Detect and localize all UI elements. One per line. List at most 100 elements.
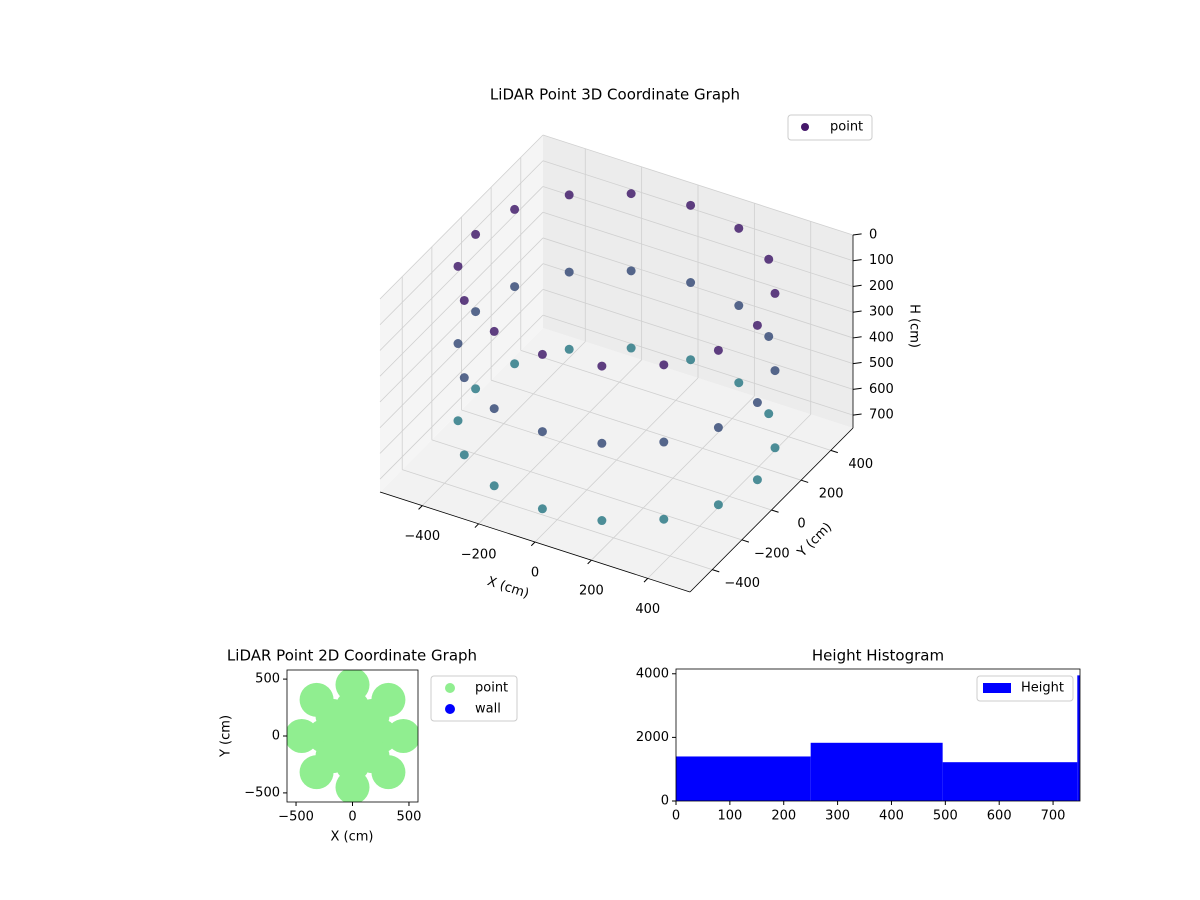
point [734, 378, 744, 388]
tick-mark [474, 523, 479, 528]
grid-line [379, 237, 544, 403]
grid-line [542, 263, 854, 365]
bar [676, 756, 811, 801]
x-tick-label: 200 [771, 809, 796, 824]
y-tick-label: 4000 [636, 666, 669, 681]
point [564, 344, 574, 354]
legend-marker [983, 683, 1011, 693]
point [510, 282, 520, 292]
point [287, 719, 319, 753]
tick-mark [643, 578, 649, 583]
grid-line [542, 314, 854, 416]
x-tick-label: −500 [278, 810, 314, 825]
z-tick-label: 400 [869, 330, 894, 345]
grid-line [542, 289, 854, 390]
legend-label: Height [1021, 681, 1064, 696]
x-axis-label: X (cm) [331, 830, 374, 845]
point [597, 438, 607, 448]
point [659, 514, 669, 524]
axis-line [379, 491, 691, 593]
point [564, 267, 574, 277]
x-tick-label: 0 [531, 566, 539, 581]
tick-mark [587, 559, 592, 565]
z-tick-label: 600 [869, 382, 894, 397]
x-tick-label: 200 [579, 584, 604, 599]
grid-line [379, 160, 544, 326]
point [489, 481, 499, 491]
tick-mark [852, 259, 862, 262]
axes-frame [675, 668, 1081, 802]
grid-line [542, 237, 854, 339]
legend-label: point [475, 681, 508, 696]
tick-mark [852, 336, 862, 339]
x-tick-label: 400 [635, 602, 660, 617]
grid-line [542, 134, 854, 236]
grid-line [520, 349, 831, 451]
z-tick-label: 300 [869, 305, 894, 320]
point [713, 423, 723, 433]
y-tick-label: 0 [661, 794, 669, 809]
point [764, 331, 774, 341]
x-tick-label: 500 [397, 810, 422, 825]
z-tick-label: 700 [869, 408, 894, 423]
point [510, 359, 520, 369]
grid-line [402, 469, 713, 571]
point [471, 307, 481, 317]
grid-line [431, 439, 742, 541]
point [752, 398, 762, 408]
point [453, 261, 463, 271]
point [734, 223, 744, 233]
legend-box [430, 675, 518, 722]
x-tick-label: 500 [933, 809, 958, 824]
point [489, 326, 499, 336]
point [597, 516, 607, 526]
point [713, 345, 723, 355]
legend-label: point [830, 120, 863, 135]
point [626, 266, 636, 276]
y-tick-label: 500 [255, 672, 280, 687]
point [686, 355, 696, 365]
point [686, 278, 696, 288]
point [299, 682, 334, 717]
x-axis-label: X (cm) [485, 574, 531, 602]
x-tick-label: 0 [672, 809, 680, 824]
y-axis-label: Y (cm) [219, 715, 234, 758]
point [459, 373, 469, 383]
point [453, 339, 463, 349]
bar [810, 742, 943, 801]
x-tick-label: −200 [461, 547, 497, 562]
legend-box [976, 675, 1074, 702]
point [471, 384, 481, 394]
point [335, 670, 370, 702]
tick-mark [830, 449, 838, 454]
tick-mark [800, 479, 809, 483]
z-tick-label: 500 [869, 356, 894, 371]
point [597, 361, 607, 371]
y-tick-label: 200 [819, 487, 844, 502]
legend-label: wall [475, 702, 501, 717]
y-tick-label: −200 [754, 546, 790, 561]
point [626, 189, 636, 199]
point [386, 719, 418, 753]
legend-marker [801, 123, 809, 131]
grid-line [379, 211, 544, 377]
tick-mark [418, 505, 423, 510]
point [764, 409, 774, 419]
legend-marker [445, 683, 455, 693]
legend-marker [445, 704, 455, 714]
point [770, 443, 780, 453]
grid-line [461, 409, 772, 511]
point [537, 349, 547, 359]
grid-line [542, 160, 854, 262]
chart-title: LiDAR Point 2D Coordinate Graph [227, 647, 477, 665]
point [537, 504, 547, 514]
z-axis-label: H (cm) [907, 304, 922, 348]
tick-mark [852, 310, 862, 313]
x-tick-label: 100 [717, 809, 742, 824]
grid-line [542, 186, 854, 287]
point [626, 343, 636, 353]
point [453, 416, 463, 426]
point [299, 755, 334, 790]
y-tick-label: −500 [244, 785, 280, 800]
